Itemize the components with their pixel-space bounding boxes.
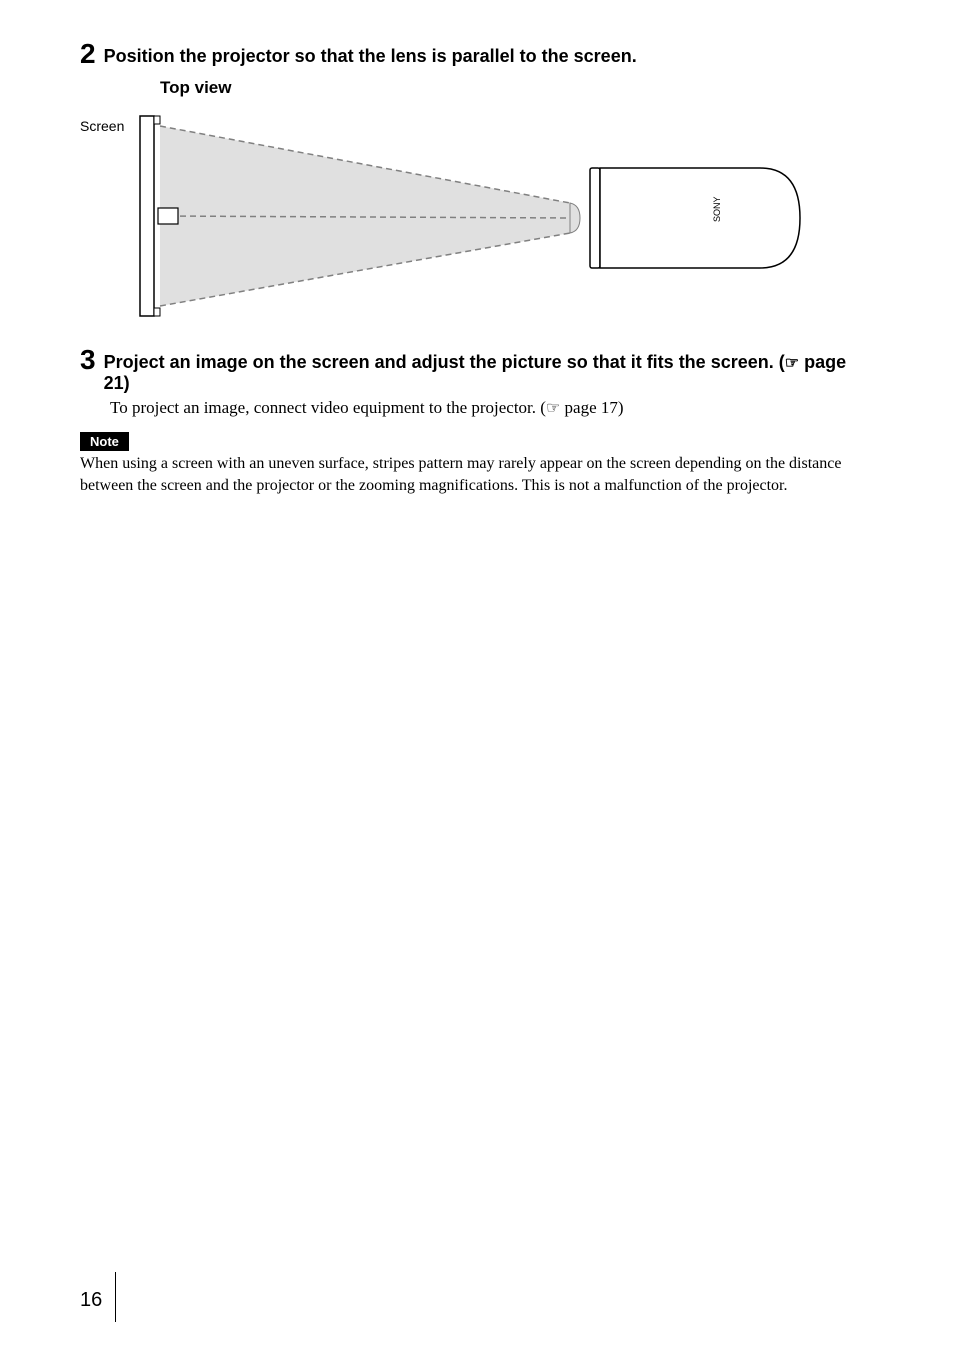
step-3-row: 3 Project an image on the screen and adj… bbox=[80, 346, 874, 394]
note-section: Note When using a screen with an uneven … bbox=[80, 418, 874, 496]
projector-diagram: Screen SONY bbox=[80, 108, 820, 328]
page-ref-icon-2: ☞ bbox=[546, 398, 560, 418]
note-body: When using a screen with an uneven surfa… bbox=[80, 453, 874, 496]
step-3-body: To project an image, connect video equip… bbox=[110, 398, 874, 418]
step-2-heading: Position the projector so that the lens … bbox=[104, 40, 637, 67]
step-3-container: 3 Project an image on the screen and adj… bbox=[80, 346, 874, 418]
screen-label: Screen bbox=[80, 118, 124, 134]
page-ref-icon: ☞ bbox=[785, 353, 799, 373]
step-3-number: 3 bbox=[80, 346, 96, 374]
step-2-row: 2 Position the projector so that the len… bbox=[80, 40, 874, 68]
step-3-body-page-ref: page 17) bbox=[560, 398, 623, 417]
brand-label: SONY bbox=[712, 196, 722, 222]
step-2-number: 2 bbox=[80, 40, 96, 68]
step-3-heading-text: Project an image on the screen and adjus… bbox=[104, 352, 785, 372]
note-badge: Note bbox=[80, 432, 129, 451]
page-divider bbox=[115, 1272, 116, 1322]
diagram-svg: SONY bbox=[80, 108, 820, 328]
top-view-label: Top view bbox=[160, 78, 874, 98]
page-number: 16 bbox=[80, 1289, 102, 1312]
step-3-body-prefix: To project an image, connect video equip… bbox=[110, 398, 546, 417]
step-3-heading: Project an image on the screen and adjus… bbox=[104, 346, 874, 394]
